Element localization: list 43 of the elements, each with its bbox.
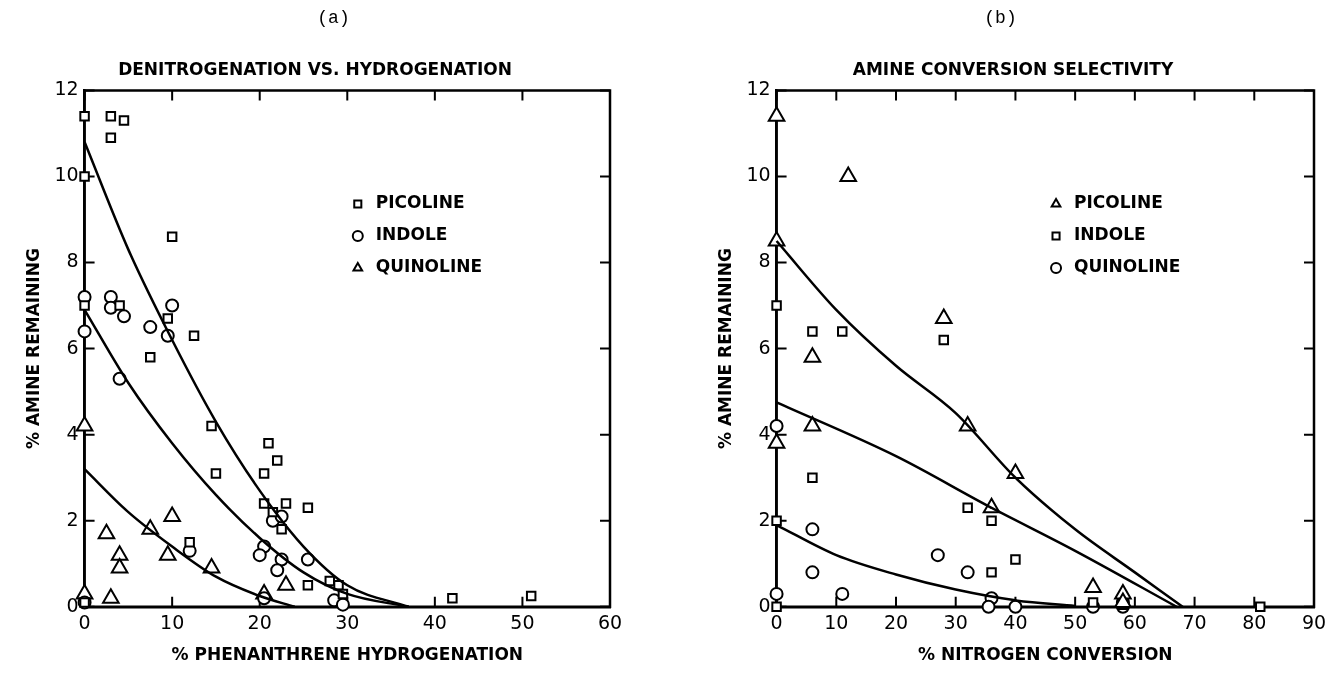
x-tick-label: 60 — [597, 611, 623, 634]
x-tick-label: 20 — [883, 611, 909, 634]
x-axis-title: % NITROGEN CONVERSION — [917, 644, 1173, 665]
x-tick-label: 50 — [1063, 611, 1088, 634]
x-tick-label: 40 — [1003, 611, 1028, 634]
y-tick-label: 8 — [758, 249, 771, 272]
y-axis-title: % AMINE REMAINING — [714, 248, 735, 450]
y-tick-label: 2 — [66, 507, 79, 530]
x-tick-label: 80 — [1242, 611, 1267, 634]
y-tick-label: 6 — [758, 335, 771, 358]
y-tick-label: 4 — [758, 421, 771, 444]
x-tick-label: 40 — [422, 611, 447, 634]
legend-label: INDOLE — [1074, 224, 1146, 245]
y-tick-label: 8 — [66, 249, 79, 272]
y-tick-label: 2 — [758, 507, 771, 530]
y-tick-label: 0 — [66, 593, 79, 616]
legend-label: PICOLINE — [1074, 192, 1163, 213]
x-tick-label: 90 — [1301, 611, 1327, 634]
x-tick-label: 30 — [335, 611, 360, 634]
y-tick-label: 12 — [54, 77, 79, 100]
x-tick-label: 30 — [943, 611, 968, 634]
x-tick-label: 60 — [1122, 611, 1147, 634]
text: (a) — [316, 8, 351, 28]
x-tick-label: 10 — [824, 611, 849, 634]
y-axis-title: % AMINE REMAINING — [22, 248, 43, 450]
legend-label: QUINOLINE — [375, 256, 483, 277]
chart-title: DENITROGENATION VS. HYDROGENATION — [118, 58, 512, 79]
x-tick-label: 50 — [510, 611, 535, 634]
y-tick-label: 6 — [66, 335, 79, 358]
y-tick-label: 12 — [746, 77, 771, 100]
chart-title: AMINE CONVERSION SELECTIVITY — [852, 58, 1174, 79]
legend-label: QUINOLINE — [1074, 256, 1181, 277]
text: (b) — [983, 8, 1018, 28]
y-tick-label: 0 — [758, 593, 771, 616]
x-tick-label: 20 — [247, 611, 272, 634]
y-tick-label: 10 — [746, 163, 771, 186]
x-tick-label: 10 — [160, 611, 185, 634]
y-tick-label: 10 — [54, 163, 79, 186]
legend-label: PICOLINE — [375, 192, 465, 213]
x-axis-title: % PHENANTHRENE HYDROGENATION — [171, 644, 524, 665]
legend-label: INDOLE — [375, 224, 448, 245]
x-tick-label: 70 — [1182, 611, 1207, 634]
y-tick-label: 4 — [66, 421, 79, 444]
